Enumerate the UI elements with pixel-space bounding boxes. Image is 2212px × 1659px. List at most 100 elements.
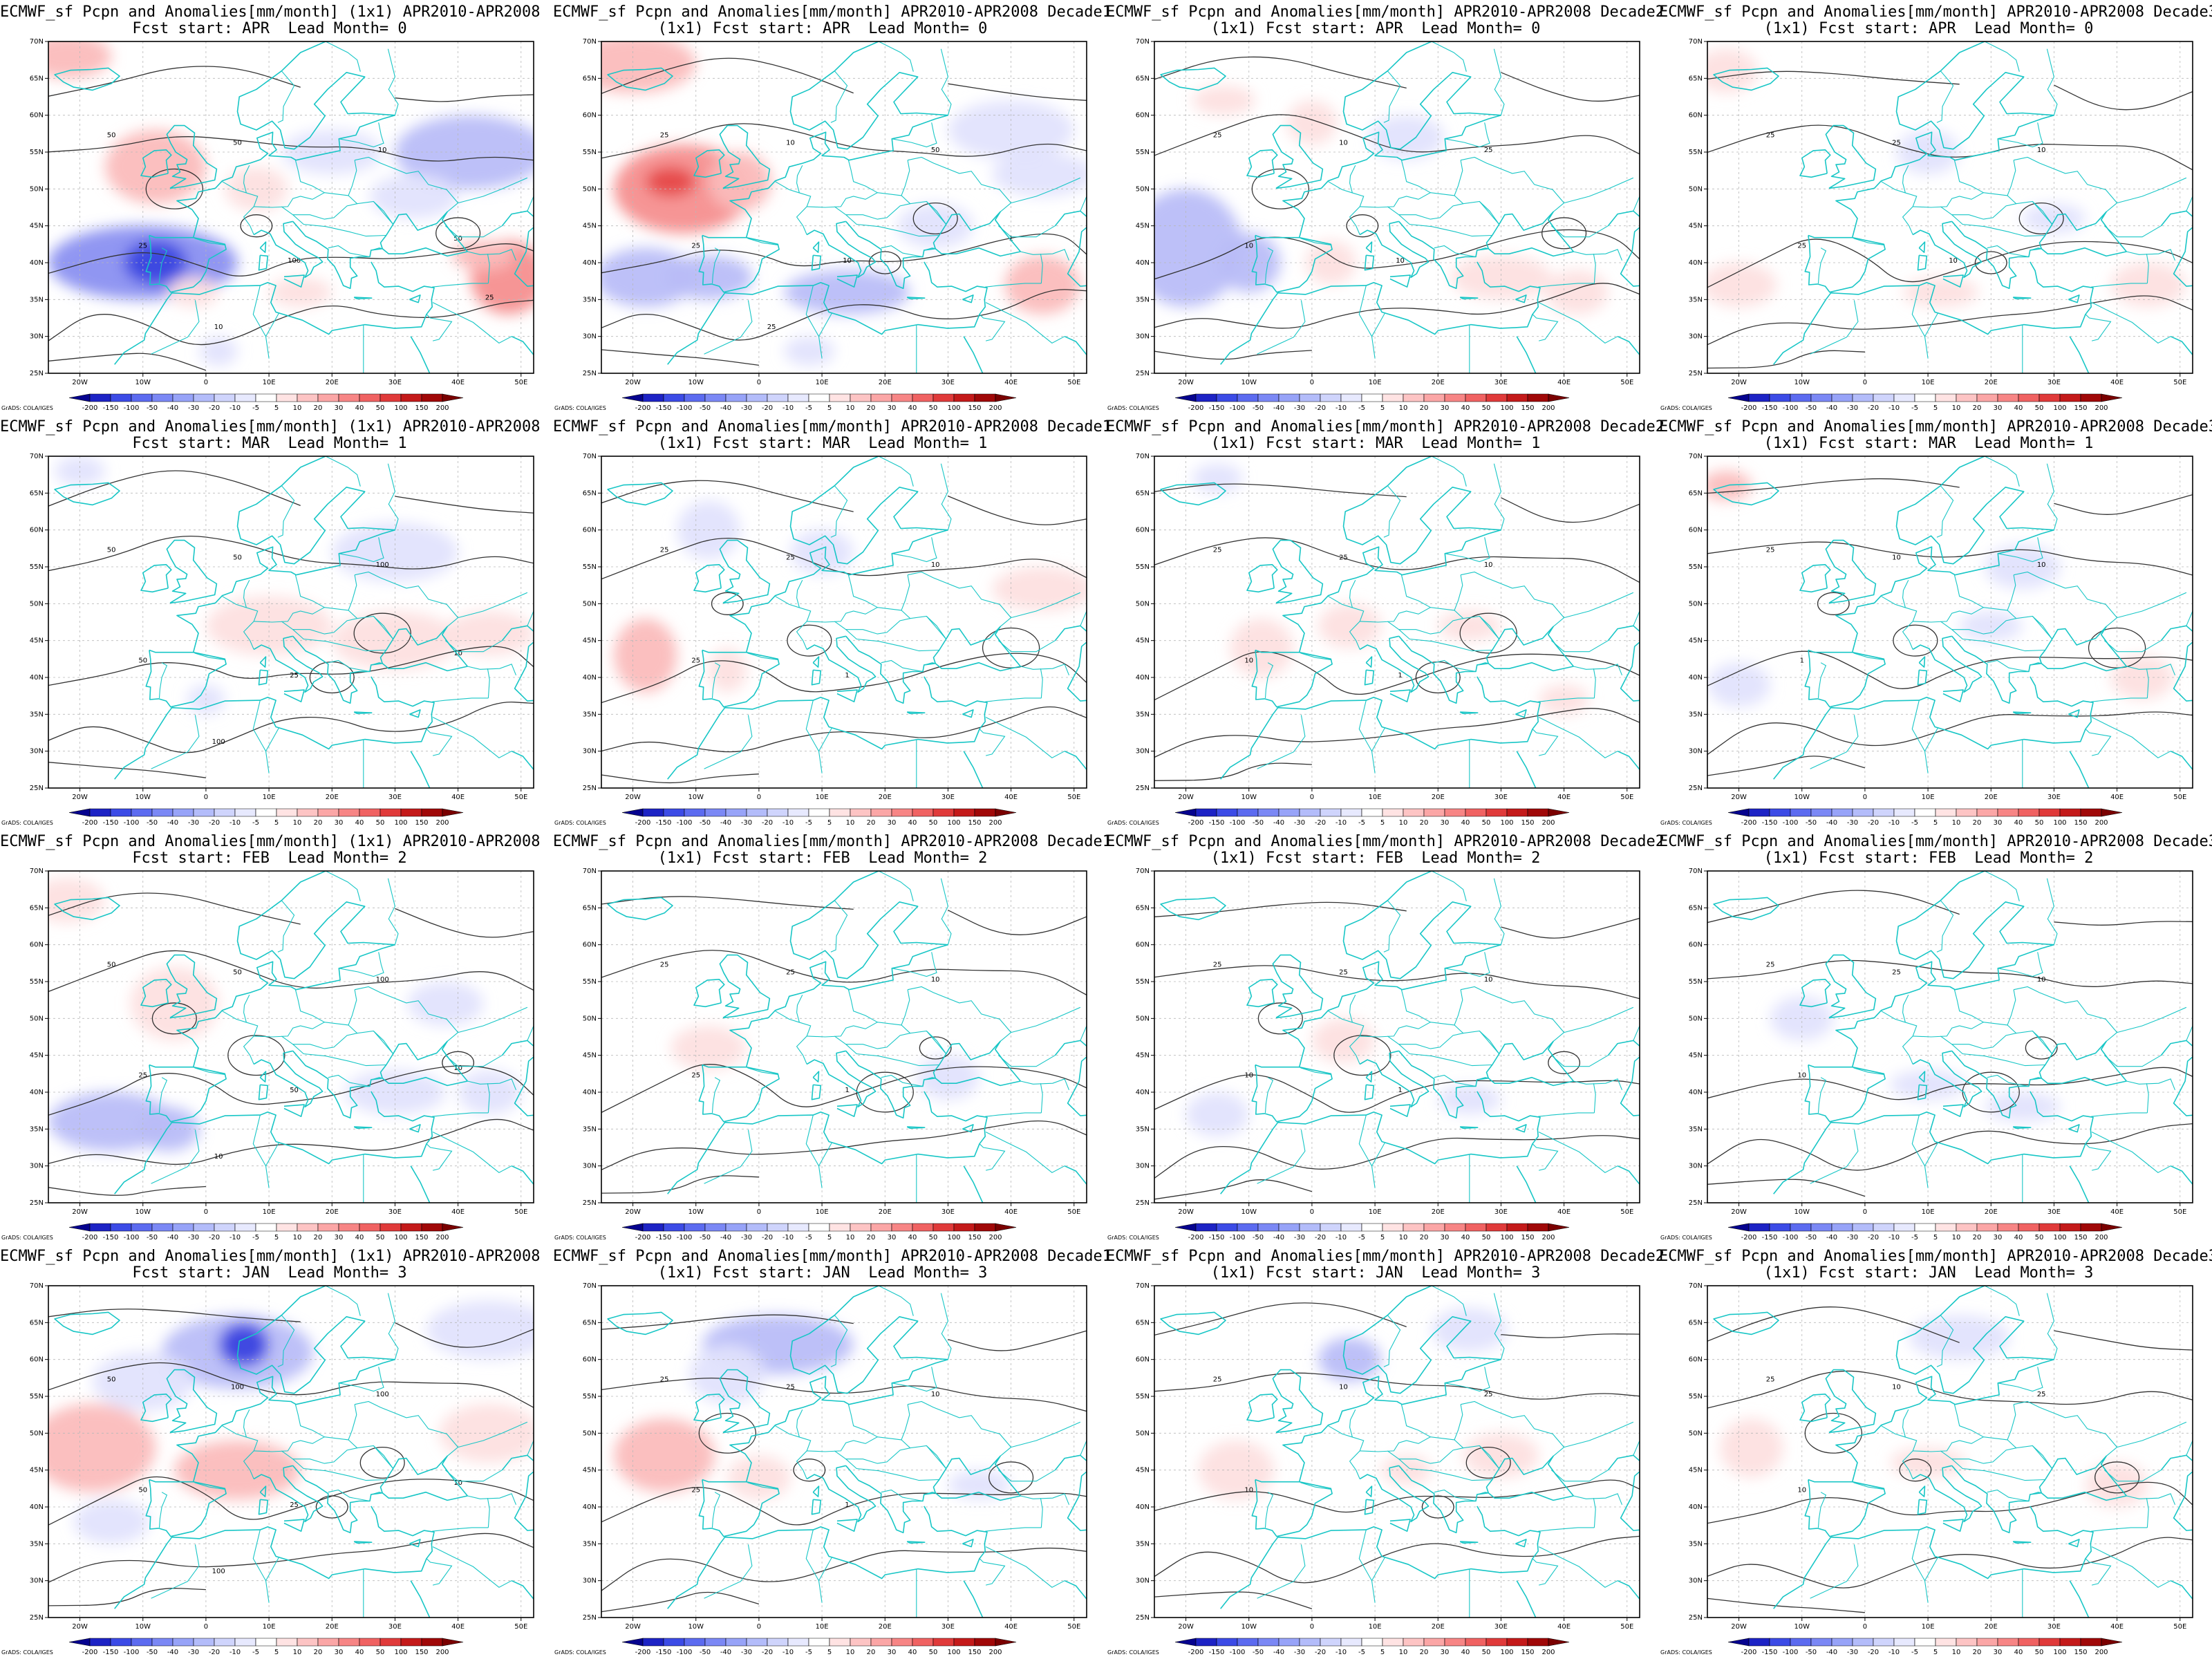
colorbar-tick-label: 100 [394, 819, 407, 827]
contour-label: 100 [376, 976, 389, 984]
lon-tick-label: 20W [1731, 1623, 1747, 1631]
country-border [1538, 1132, 1618, 1173]
colorbar-swatch [1174, 1638, 1197, 1647]
lon-tick-label: 10W [1241, 379, 1257, 386]
forecast-map-panel: ECMWF_sf Pcpn and Anomalies[mm/month] AP… [1659, 415, 2212, 830]
coastline [719, 954, 771, 1019]
lon-tick-label: 10E [1922, 1623, 1935, 1631]
colorbar-swatch [2038, 393, 2061, 402]
colorbar-swatch [1465, 1638, 1487, 1647]
coastline [258, 669, 269, 686]
colorbar-swatch [193, 808, 215, 817]
negative-anomaly-area [916, 1055, 980, 1100]
contour-loop [787, 624, 832, 657]
colorbar-tick-label: 100 [394, 1234, 407, 1241]
colorbar-tick-label: -100 [1230, 819, 1246, 827]
lat-tick-label: 45N [30, 637, 44, 645]
country-border [1358, 1114, 1372, 1166]
colorbar-tick-label: -30 [1847, 1234, 1858, 1241]
colorbar-tick-label: -30 [741, 1234, 752, 1241]
coastline [166, 539, 218, 604]
lon-tick-label: 20E [326, 794, 339, 801]
colorbar-swatch [1403, 808, 1425, 817]
contour-line [601, 480, 854, 512]
country-border [1810, 1130, 1859, 1184]
coastline [1389, 689, 1411, 703]
country-border [1936, 71, 1954, 123]
country-border [747, 238, 778, 245]
country-border [1264, 1077, 1274, 1113]
contour-label: 25 [691, 243, 700, 250]
axes: 20W 10W 0 10E 20E 30E 40E 50E70N65N60N55N50N45N… [30, 1282, 528, 1631]
coastline [1825, 124, 1877, 189]
coastline [283, 689, 305, 703]
contour-line [1707, 350, 1865, 369]
colorbar-tick-label: 50 [929, 1649, 938, 1656]
borders [151, 1286, 534, 1618]
coastline [1516, 751, 1537, 788]
negative-anomaly-area [1192, 463, 1243, 494]
panel-title: ECMWF_sf Pcpn and Anomalies[mm/month] AP… [553, 418, 1112, 435]
panel-subtitle: (1x1) Fcst start: JAN Lead Month= 3 [1210, 1264, 1541, 1282]
colorbar-swatch [746, 808, 768, 817]
country-border [1454, 1404, 1463, 1441]
colorbar-swatch [974, 1223, 996, 1232]
contour-label: 10 [843, 257, 852, 265]
lon-tick-label: 30E [2047, 379, 2061, 386]
colorbar-tick-label: 50 [376, 1234, 385, 1241]
country-border [371, 662, 383, 666]
precip-contours [1707, 890, 2193, 1197]
country-border [1940, 203, 2016, 220]
colorbar-swatch [442, 1638, 464, 1647]
country-border [1564, 592, 1634, 619]
colorbar-tick-label: -50 [1253, 404, 1264, 412]
lat-tick-label: 30N [583, 748, 597, 756]
colorbar-swatch [276, 1223, 298, 1232]
colorbar-tick-label: -200 [635, 819, 651, 827]
positive-anomaly-area [130, 966, 219, 1041]
colorbar-swatch [2080, 1638, 2102, 1647]
positive-anomaly-area [1230, 618, 1293, 677]
colorbar-tick-label: -20 [1315, 404, 1326, 412]
contour-label: 25 [485, 294, 494, 301]
contour-loop [2094, 1461, 2140, 1494]
contour-line [1154, 1302, 1407, 1336]
colorbar-tick-label: -200 [1741, 1649, 1757, 1656]
colorbar-tick-label: -5 [252, 1649, 259, 1656]
negative-anomaly-area [1909, 1315, 2010, 1360]
contour-loop [1817, 592, 1850, 615]
coastline [1942, 1519, 1964, 1533]
colorbar-tick-label: -40 [1273, 819, 1284, 827]
contour-label: 25 [1484, 147, 1493, 154]
colorbar-swatch [1769, 1638, 1791, 1647]
lat-tick-label: 55N [1689, 978, 1703, 986]
positive-anomaly-area [439, 1403, 534, 1463]
country-border [2013, 156, 2118, 212]
colorbar-tick-label: -40 [1826, 1234, 1837, 1241]
colorbar-tick-label: -150 [656, 819, 672, 827]
colorbar-swatch [68, 808, 91, 817]
colorbar-swatch [891, 1223, 913, 1232]
contour-line [948, 910, 1087, 935]
panel-title: ECMWF_sf Pcpn and Anomalies[mm/month] (1… [0, 418, 541, 435]
contour-label: 25 [1339, 554, 1348, 561]
negative-anomaly-area [784, 336, 835, 366]
country-border [1953, 160, 1984, 194]
lat-tick-label: 45N [1136, 637, 1150, 645]
coastline [511, 1165, 534, 1185]
lon-tick-label: 40E [451, 794, 465, 801]
country-border [432, 1132, 512, 1173]
colorbar-tick-label: -150 [1209, 404, 1225, 412]
colorbar-swatch [1361, 1223, 1383, 1232]
country-border [907, 986, 1012, 1042]
colorbar-tick-label: 50 [929, 404, 938, 412]
colorbar-tick-label: 30 [1994, 404, 2003, 412]
country-border [151, 715, 200, 769]
coastline [1713, 482, 1779, 506]
lat-tick-label: 35N [30, 1540, 44, 1548]
country-border [467, 249, 517, 261]
colorbar-tick-label: 10 [1399, 1649, 1408, 1656]
contour-line [601, 950, 1087, 995]
colorbar-swatch [1810, 1223, 1833, 1232]
